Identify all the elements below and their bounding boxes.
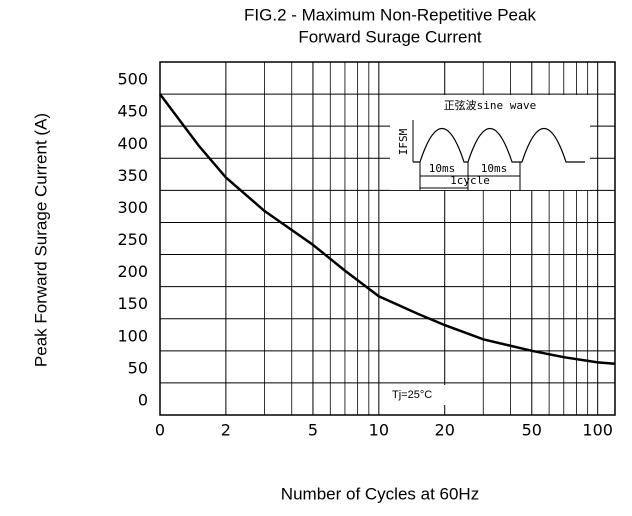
- y-tick-label: 400: [117, 134, 148, 153]
- x-tick-label: 5: [308, 421, 318, 440]
- x-axis-label: Number of Cycles at 60Hz: [281, 484, 479, 503]
- y-tick-label: 200: [117, 262, 148, 281]
- inset-half2: 10ms: [481, 162, 508, 175]
- y-tick-label: 300: [117, 198, 148, 217]
- x-tick-label: 50: [522, 421, 542, 440]
- y-tick-label: 0: [138, 391, 148, 410]
- sine-wave: [413, 128, 585, 163]
- y-tick-label: 250: [117, 230, 148, 249]
- chart-subtitle: Forward Surage Current: [298, 27, 482, 46]
- annotation: Tj=25°C: [392, 389, 432, 401]
- y-tick-label: 500: [117, 70, 148, 89]
- inset-half1: 10ms: [429, 162, 456, 175]
- y-tick-label: 150: [117, 294, 148, 313]
- inset-title: 正弦波sine wave: [444, 98, 537, 112]
- x-tick-label: 10: [369, 421, 389, 440]
- x-tick-label: 20: [435, 421, 455, 440]
- y-tick-label: 450: [117, 102, 148, 121]
- annotation-bg: [388, 385, 448, 405]
- y-tick-label: 50: [128, 358, 148, 377]
- y-tick-label: 350: [117, 166, 148, 185]
- chart-title: FIG.2 - Maximum Non-Repetitive Peak: [244, 5, 536, 24]
- inset-axis: IFSM: [397, 128, 410, 155]
- y-tick-label: 100: [117, 326, 148, 345]
- inset-bg: [390, 95, 590, 190]
- inset-period: 1cycle: [450, 174, 490, 187]
- curve: [159, 93, 616, 365]
- x-tick-label: 2: [221, 421, 231, 440]
- x-tick-label: 0: [155, 421, 165, 440]
- x-tick-label: 100: [582, 421, 613, 440]
- y-axis-label: Peak Forward Surage Current (A): [31, 113, 50, 367]
